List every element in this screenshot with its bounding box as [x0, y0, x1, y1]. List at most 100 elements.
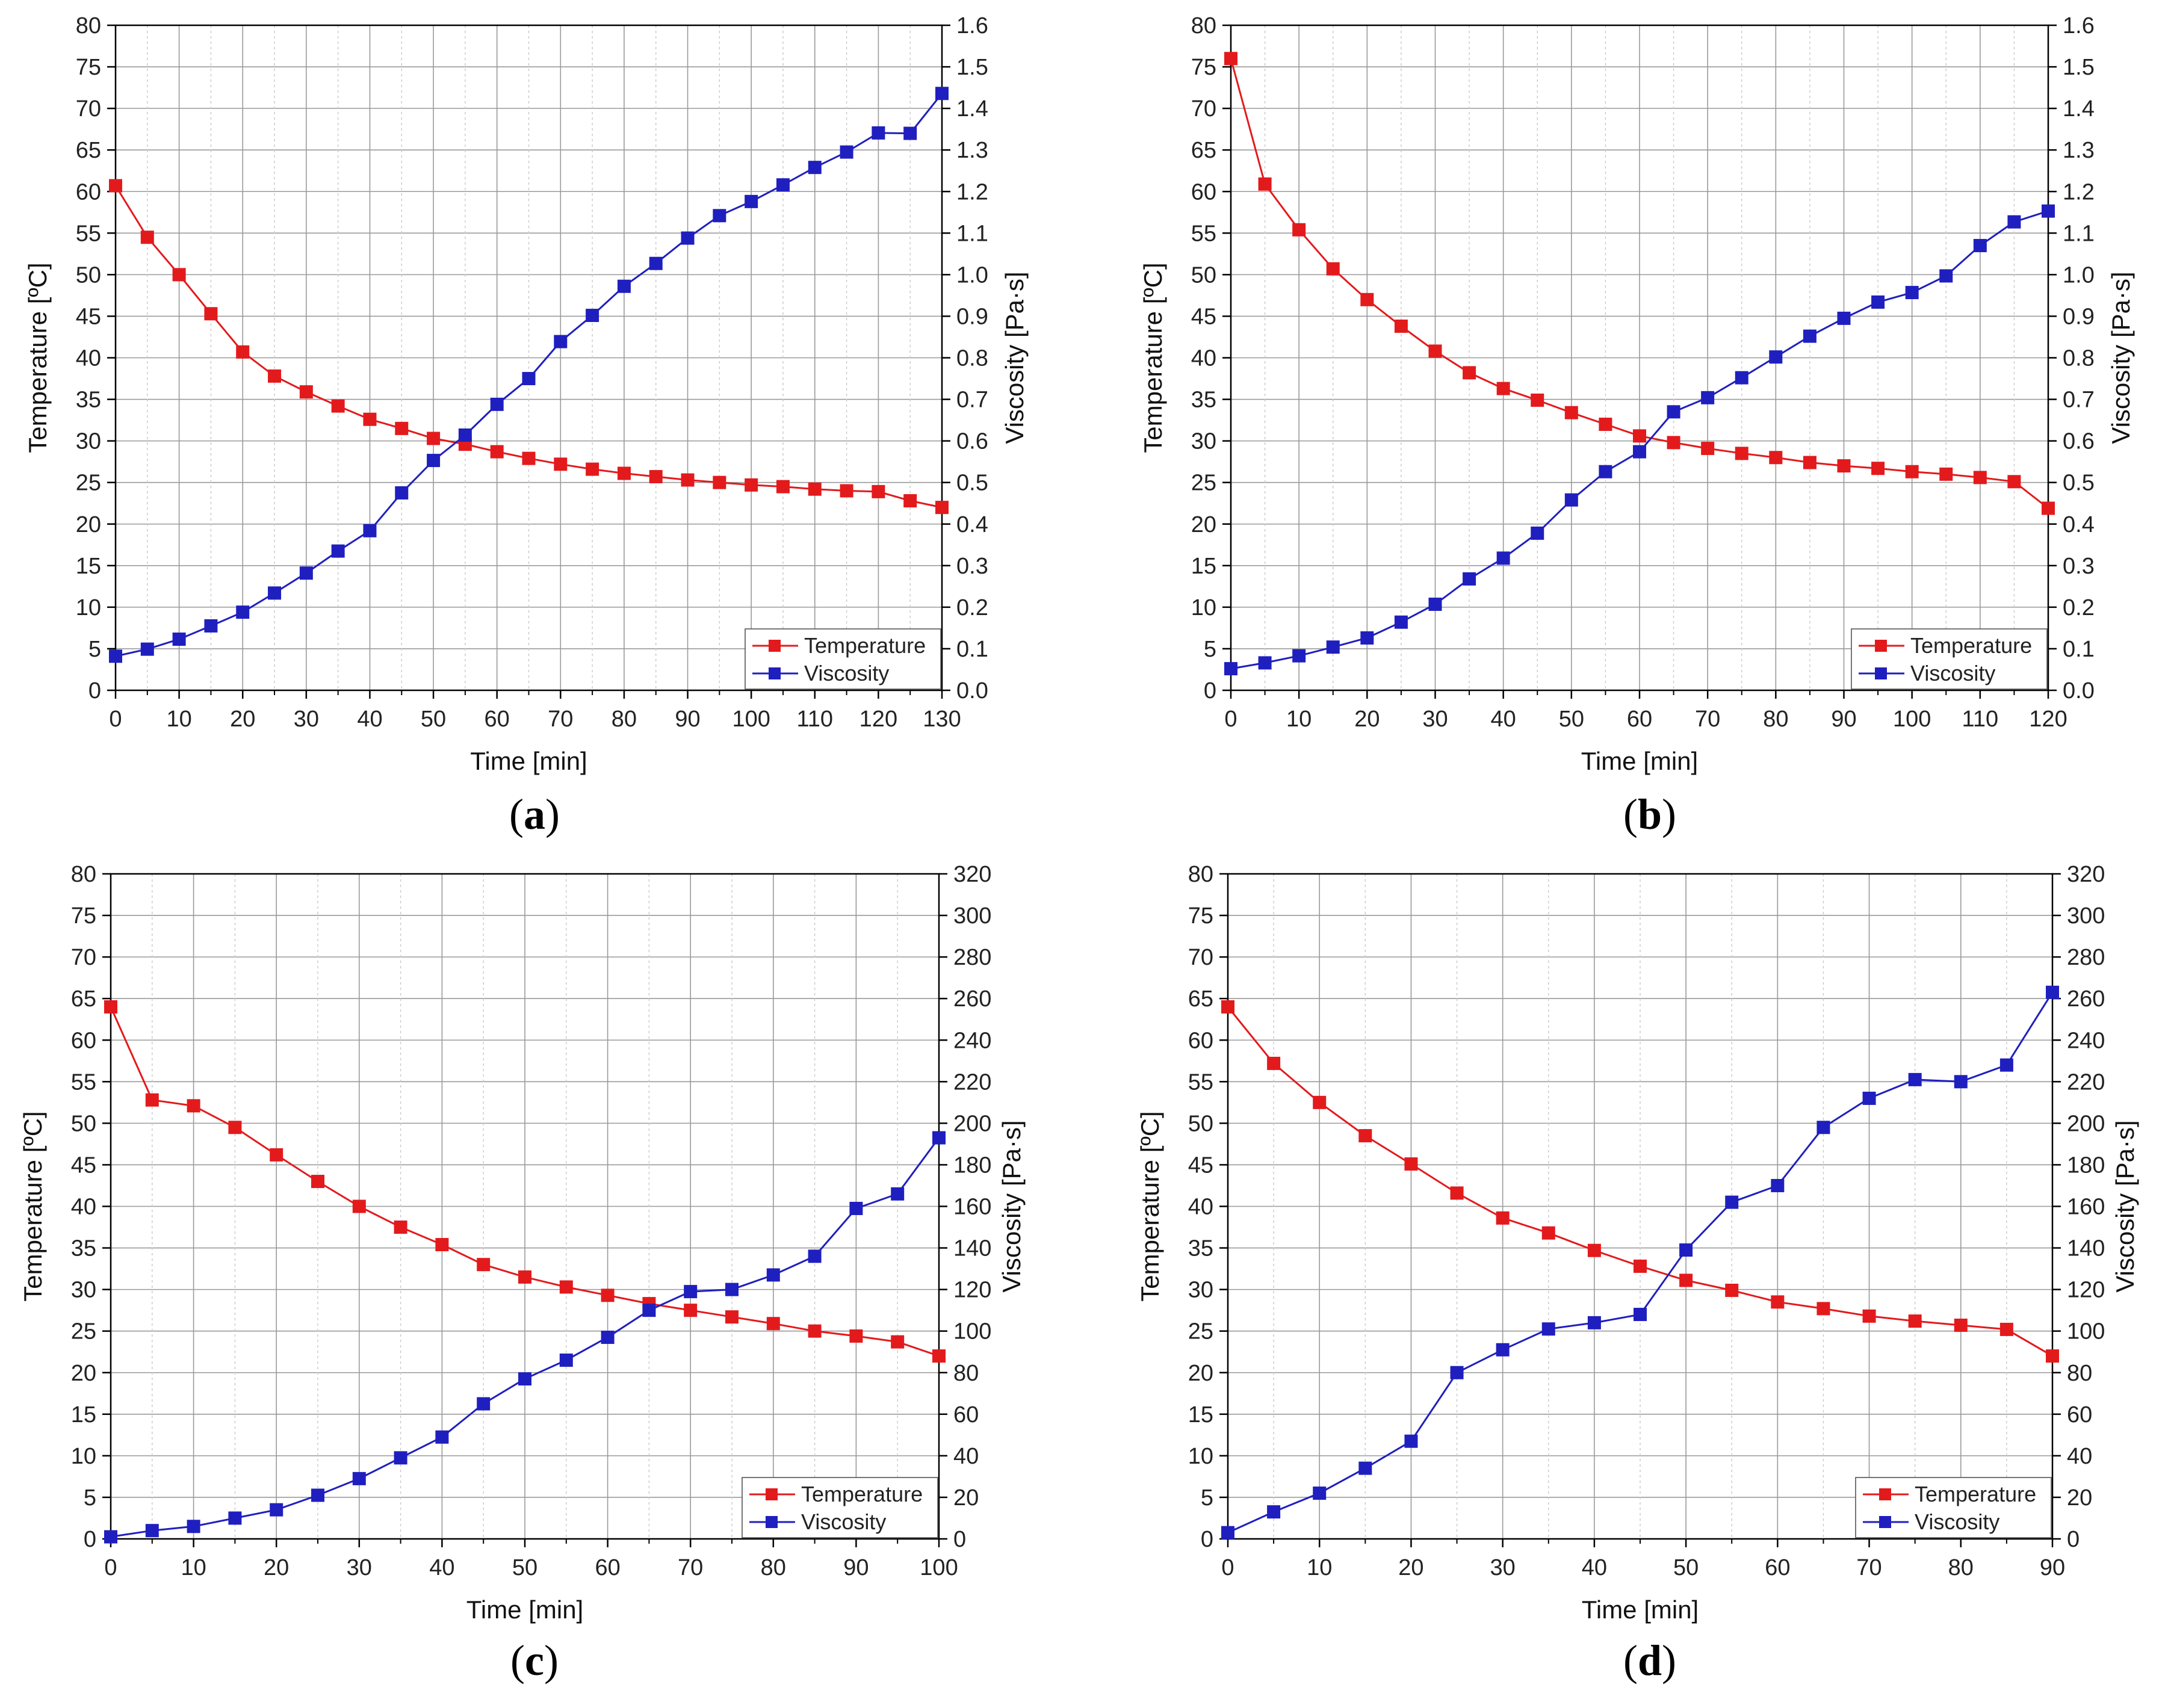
data-point-viscosity — [145, 1524, 159, 1538]
data-point-temperature — [1939, 467, 1953, 481]
data-point-temperature — [684, 1304, 698, 1317]
data-point-temperature — [601, 1289, 615, 1302]
data-point-viscosity — [109, 649, 122, 663]
x-tick-label: 70 — [1695, 707, 1720, 732]
data-point-viscosity — [2046, 985, 2059, 999]
data-point-temperature — [1587, 1243, 1601, 1257]
y-tick-label-left: 50 — [71, 1111, 96, 1136]
chart-panel-c: 0 10 20 30 40 50 60 70 80 90 100 0 5 10 15 20 25 30 35 40 45… — [19, 862, 1026, 1685]
data-point-temperature — [808, 1324, 822, 1338]
legend: Temperature Viscosity — [1855, 1477, 2052, 1538]
x-tick-label: 30 — [1490, 1555, 1516, 1580]
x-tick-label: 120 — [859, 707, 897, 732]
y-tick-label-right: 1.5 — [956, 55, 988, 80]
y-tick-label-left: 70 — [71, 945, 96, 970]
x-tick-label: 110 — [1962, 707, 1999, 732]
data-point-viscosity — [932, 1131, 946, 1145]
data-point-temperature — [1954, 1319, 1968, 1332]
data-point-temperature — [1862, 1309, 1876, 1323]
grid — [111, 874, 939, 1539]
data-point-viscosity — [903, 126, 917, 140]
y-tick-label-right: 0.0 — [956, 678, 988, 704]
data-point-temperature — [1999, 1322, 2013, 1336]
data-point-viscosity — [140, 642, 154, 656]
panel-label-open-paren: ( — [509, 790, 524, 838]
legend-marker-viscosity — [769, 667, 781, 679]
data-point-temperature — [490, 445, 504, 459]
y-axis-left: 0 5 10 15 20 25 30 35 40 45 50 55 60 65 70 75 80 — [71, 862, 111, 1552]
data-point-viscosity — [311, 1488, 324, 1502]
data-point-viscosity — [1634, 1308, 1647, 1322]
y-tick-label-right: 60 — [2067, 1402, 2092, 1428]
y-tick-label-left: 15 — [1188, 1402, 1213, 1428]
y-tick-label-left: 80 — [1191, 13, 1216, 39]
y-tick-label-left: 55 — [71, 1069, 96, 1095]
data-point-temperature — [1725, 1284, 1739, 1298]
data-point-temperature — [2007, 475, 2021, 489]
x-tick-label: 10 — [181, 1555, 206, 1580]
y-tick-label-right: 40 — [953, 1444, 979, 1469]
data-point-temperature — [713, 475, 726, 489]
y-tick-label-right: 120 — [953, 1278, 991, 1303]
data-point-temperature — [681, 473, 695, 487]
data-point-temperature — [1313, 1095, 1327, 1109]
data-point-temperature — [1633, 429, 1646, 443]
data-point-viscosity — [1541, 1322, 1555, 1336]
y-tick-label-left: 30 — [1191, 429, 1216, 454]
data-point-viscosity — [776, 178, 790, 192]
y-tick-label-left: 50 — [1191, 262, 1216, 288]
data-point-viscosity — [713, 209, 726, 223]
data-point-viscosity — [1837, 311, 1851, 325]
data-point-temperature — [1667, 436, 1680, 450]
data-point-viscosity — [1496, 1343, 1510, 1357]
data-point-temperature — [1803, 456, 1816, 469]
data-point-temperature — [187, 1099, 200, 1113]
data-point-viscosity — [490, 397, 504, 411]
data-point-temperature — [363, 412, 377, 426]
series-viscosity — [1221, 985, 2059, 1539]
y-tick-label-left: 15 — [1191, 554, 1216, 579]
data-point-viscosity — [1326, 640, 1340, 654]
y-tick-label-left: 25 — [1188, 1319, 1213, 1344]
legend: Temperature Viscosity — [745, 628, 941, 690]
y-tick-label-right: 280 — [2067, 945, 2105, 970]
y-tick-label-left: 50 — [76, 262, 101, 288]
y-tick-label-right: 1.1 — [956, 221, 988, 246]
data-point-viscosity — [236, 605, 250, 619]
data-point-temperature — [1404, 1157, 1418, 1171]
y-axis-title-right: Viscosity [Pa·s] — [1000, 271, 1029, 444]
y-tick-label-left: 20 — [1188, 1361, 1213, 1386]
y-tick-label-left: 25 — [76, 471, 101, 496]
grid — [116, 25, 942, 690]
y-axis-title-right: Viscosity [Pa·s] — [2107, 271, 2135, 444]
series-temperature — [109, 179, 949, 515]
y-tick-label-right: 0.9 — [956, 304, 988, 329]
y-tick-label-left: 55 — [1191, 221, 1216, 246]
y-tick-label-left: 60 — [1191, 179, 1216, 205]
y-tick-label-right: 0.2 — [2063, 595, 2095, 620]
y-tick-label-right: 100 — [953, 1319, 991, 1344]
data-point-temperature — [586, 462, 599, 476]
x-tick-label: 20 — [1398, 1555, 1423, 1580]
data-point-viscosity — [681, 231, 695, 245]
data-point-viscosity — [1531, 526, 1544, 540]
y-tick-label-right: 0.3 — [2063, 554, 2095, 579]
data-point-temperature — [1258, 177, 1272, 191]
y-tick-label-left: 30 — [71, 1278, 96, 1303]
x-tick-label: 120 — [2029, 707, 2067, 732]
y-tick-label-left: 0 — [1201, 1527, 1213, 1552]
data-point-viscosity — [1463, 572, 1476, 586]
y-tick-label-right: 300 — [953, 903, 991, 929]
data-point-temperature — [1679, 1273, 1693, 1287]
y-tick-label-left: 5 — [84, 1485, 96, 1511]
x-tick-label: 80 — [1763, 707, 1788, 732]
x-tick-label: 0 — [109, 707, 122, 732]
data-point-viscosity — [1954, 1075, 1968, 1089]
data-point-temperature — [1428, 344, 1442, 358]
y-tick-label-right: 0.5 — [956, 471, 988, 496]
y-tick-label-left: 20 — [76, 512, 101, 537]
data-point-temperature — [891, 1335, 905, 1349]
data-point-temperature — [766, 1317, 780, 1331]
x-tick-label: 10 — [1286, 707, 1312, 732]
x-tick-label: 0 — [1224, 707, 1237, 732]
